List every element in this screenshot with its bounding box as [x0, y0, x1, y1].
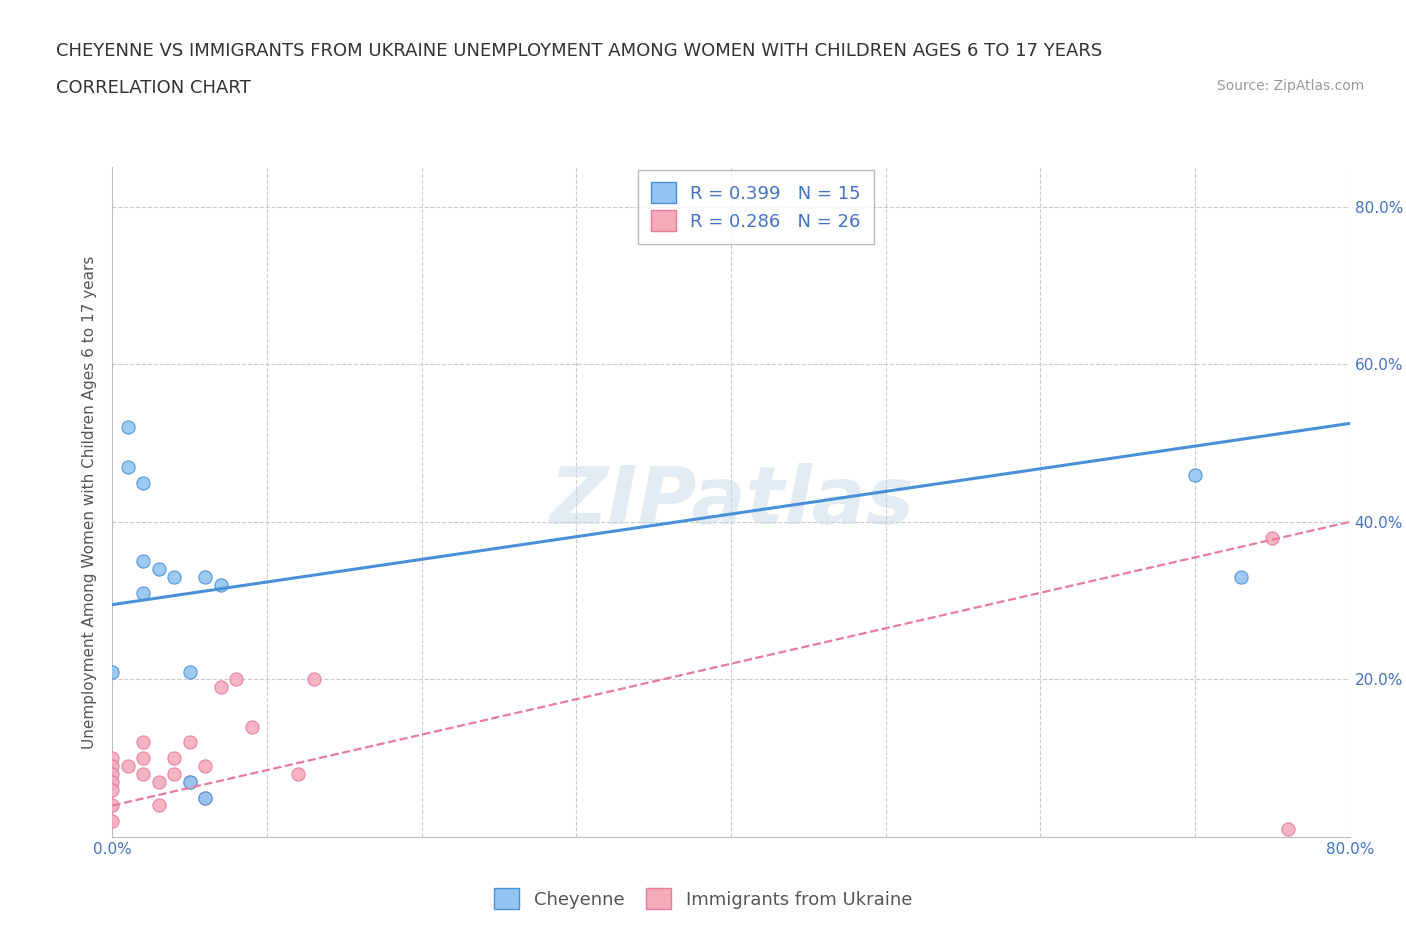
Point: [179, 664, 201, 679]
Legend: R = 0.399   N = 15, R = 0.286   N = 26: R = 0.399 N = 15, R = 0.286 N = 26: [638, 170, 873, 244]
Legend: Cheyenne, Immigrants from Ukraine: Cheyenne, Immigrants from Ukraine: [486, 881, 920, 916]
Point: [132, 735, 155, 750]
Point: [287, 766, 309, 781]
Point: [132, 585, 155, 600]
Text: CHEYENNE VS IMMIGRANTS FROM UKRAINE UNEMPLOYMENT AMONG WOMEN WITH CHILDREN AGES : CHEYENNE VS IMMIGRANTS FROM UKRAINE UNEM…: [56, 42, 1102, 60]
Point: [132, 766, 155, 781]
Text: Source: ZipAtlas.com: Source: ZipAtlas.com: [1216, 79, 1364, 93]
Point: [117, 459, 139, 474]
Point: [163, 569, 186, 584]
Point: [302, 672, 325, 687]
Text: CORRELATION CHART: CORRELATION CHART: [56, 79, 252, 97]
Point: [1184, 467, 1206, 482]
Point: [148, 562, 170, 577]
Point: [101, 775, 124, 790]
Point: [101, 798, 124, 813]
Point: [148, 775, 170, 790]
Point: [101, 766, 124, 781]
Point: [209, 680, 232, 695]
Point: [1230, 569, 1253, 584]
Point: [117, 759, 139, 774]
Point: [194, 790, 217, 805]
Point: [101, 751, 124, 765]
Point: [179, 775, 201, 790]
Point: [163, 751, 186, 765]
Text: ZIPatlas: ZIPatlas: [548, 463, 914, 541]
Point: [209, 578, 232, 592]
Y-axis label: Unemployment Among Women with Children Ages 6 to 17 years: Unemployment Among Women with Children A…: [82, 256, 97, 749]
Point: [1277, 822, 1299, 837]
Point: [194, 569, 217, 584]
Point: [132, 475, 155, 490]
Point: [194, 790, 217, 805]
Point: [225, 672, 247, 687]
Point: [240, 719, 263, 734]
Point: [148, 798, 170, 813]
Point: [101, 664, 124, 679]
Point: [179, 735, 201, 750]
Point: [132, 751, 155, 765]
Point: [179, 775, 201, 790]
Point: [132, 554, 155, 569]
Point: [117, 420, 139, 435]
Point: [101, 814, 124, 829]
Point: [194, 759, 217, 774]
Point: [1261, 530, 1284, 545]
Point: [101, 759, 124, 774]
Point: [101, 782, 124, 797]
Point: [163, 766, 186, 781]
